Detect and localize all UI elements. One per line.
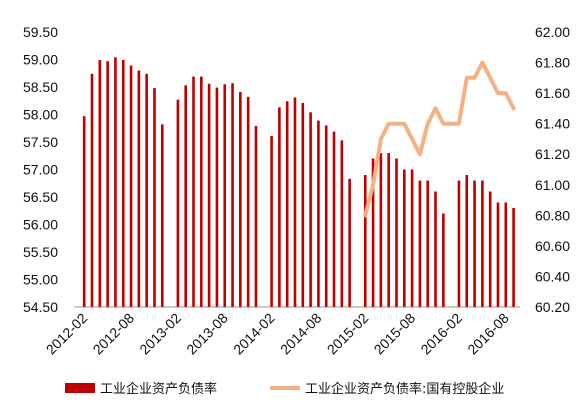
right-tick-label: 61.80: [535, 55, 570, 71]
bar: [402, 169, 406, 307]
bar: [160, 124, 164, 308]
bar-series: [82, 57, 515, 308]
bar: [473, 180, 476, 307]
left-tick-label: 55.00: [23, 272, 58, 288]
left-tick-label: 59.00: [23, 52, 58, 68]
bar: [496, 202, 500, 307]
x-tick-label: 2016-08: [464, 310, 512, 358]
bar: [145, 73, 148, 307]
x-tick-label: 2013-08: [183, 310, 231, 358]
bar: [223, 84, 227, 307]
x-tick-label: 2016-02: [417, 310, 465, 358]
legend-bar-label: 工业企业资产负债率: [100, 381, 217, 397]
bar: [129, 65, 133, 307]
bar: [434, 191, 437, 307]
bar: [512, 208, 515, 307]
bar: [184, 85, 187, 307]
left-tick-label: 58.00: [23, 107, 58, 123]
left-tick-label: 59.50: [23, 24, 58, 40]
bar: [246, 96, 250, 308]
x-tick-label: 2015-08: [371, 310, 419, 358]
bar: [340, 140, 344, 307]
left-tick-label: 55.50: [23, 244, 58, 260]
bar: [285, 101, 289, 307]
bar: [270, 135, 273, 307]
x-tick-label: 2014-02: [230, 310, 278, 358]
bar: [332, 131, 336, 307]
right-tick-label: 60.20: [535, 299, 570, 315]
legend-line-label: 工业企业资产负债率:国有控股企业: [305, 381, 504, 397]
bar: [278, 107, 281, 307]
bar: [90, 73, 94, 307]
left-tick-label: 57.00: [23, 162, 58, 178]
line-series: [363, 60, 516, 218]
bar: [410, 169, 414, 307]
bar: [254, 126, 258, 307]
bar: [121, 60, 125, 307]
left-tick-label: 54.50: [23, 299, 58, 315]
bar: [363, 175, 367, 307]
right-tick-label: 60.80: [535, 207, 570, 223]
bar: [82, 116, 86, 308]
bar: [504, 202, 508, 307]
bar: [293, 97, 297, 307]
right-tick-label: 62.00: [535, 24, 570, 40]
bar: [106, 61, 109, 308]
bar: [317, 120, 320, 307]
left-tick-label: 56.00: [23, 217, 58, 233]
bar: [176, 99, 180, 308]
bar: [395, 158, 398, 307]
right-tick-label: 61.20: [535, 146, 570, 162]
left-tick-label: 58.50: [23, 79, 58, 95]
bar: [371, 158, 375, 307]
bar: [387, 153, 390, 307]
right-axis-tick-labels: 60.20 60.40 60.60 60.80 61.00 61.20 61.40 61.60…: [535, 24, 570, 315]
x-tick-label: 2012-02: [43, 310, 91, 358]
bar: [215, 87, 219, 307]
bar: [98, 60, 102, 307]
x-tick-label: 2013-02: [136, 310, 184, 358]
bar: [442, 213, 445, 307]
bar: [457, 180, 461, 307]
bar: [239, 91, 242, 307]
bar: [301, 102, 305, 307]
left-tick-label: 56.50: [23, 189, 58, 205]
right-tick-label: 60.40: [535, 268, 570, 284]
bar: [200, 76, 203, 307]
bar: [192, 76, 195, 307]
bar: [114, 57, 117, 307]
bar: [418, 180, 422, 307]
right-tick-label: 61.40: [535, 116, 570, 132]
x-tick-label: 2014-08: [277, 310, 325, 358]
legend-bar-swatch: [65, 383, 95, 393]
bar: [348, 178, 351, 307]
bar: [137, 70, 141, 307]
bar: [153, 88, 156, 307]
right-tick-label: 61.60: [535, 85, 570, 101]
bar: [324, 125, 328, 307]
x-tick-label: 2015-02: [324, 310, 372, 358]
bar: [207, 83, 211, 307]
bar: [309, 112, 312, 307]
x-tick-label: 2012-08: [90, 310, 138, 358]
right-tick-label: 60.60: [535, 238, 570, 254]
left-tick-label: 57.50: [23, 134, 58, 150]
bar: [231, 83, 234, 308]
bar: [481, 180, 484, 307]
legend: 工业企业资产负债率 工业企业资产负债率:国有控股企业: [65, 381, 504, 397]
bar: [488, 191, 492, 307]
bar: [465, 175, 469, 307]
bar: [379, 153, 383, 307]
bar: [426, 180, 430, 307]
x-axis-tick-labels: 2012-02 2012-08 2013-02 2013-08 2014-02 2014-…: [43, 310, 512, 358]
right-tick-label: 61.00: [535, 177, 570, 193]
left-axis-tick-labels: 54.50 55.00 55.50 56.00 56.50 57.00 57.50 58.00…: [23, 24, 58, 315]
